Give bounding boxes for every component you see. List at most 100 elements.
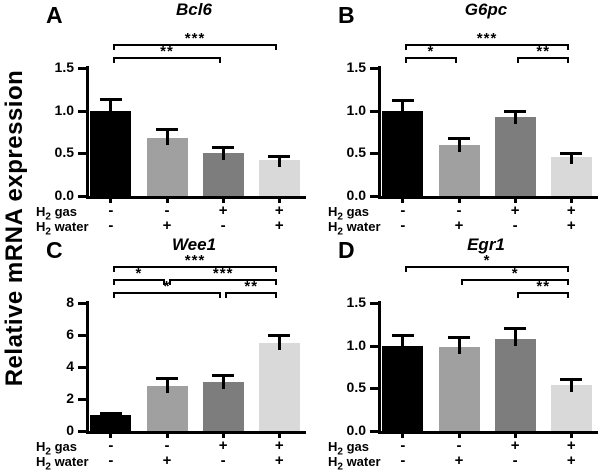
y-tick-label: 1.5 xyxy=(346,294,366,310)
significance-bracket: * xyxy=(404,253,570,272)
condition-row-label-post: gas xyxy=(342,204,369,219)
condition-sign: + xyxy=(218,202,228,219)
condition-sign: + xyxy=(566,437,576,454)
condition-sign: - xyxy=(512,217,518,234)
condition-sign: - xyxy=(108,452,114,469)
x-tick xyxy=(165,434,169,438)
condition-row-label-pre: H xyxy=(328,454,338,469)
significance-bracket: *** xyxy=(404,31,570,50)
condition-row-label: H2 water xyxy=(328,454,381,470)
x-tick xyxy=(569,199,573,203)
y-tick-label: 1.5 xyxy=(54,59,74,75)
panels-grid: A Bcl6 0.0 0.5 1.0 1.5 *** ** H2 gas - - + + H2 water… xyxy=(30,0,614,470)
x-tick xyxy=(401,199,405,203)
significance-label: *** xyxy=(184,252,206,269)
x-axis-line xyxy=(378,431,598,434)
y-tick xyxy=(78,366,86,369)
condition-row-label: H2 water xyxy=(36,219,89,238)
condition-sign: - xyxy=(164,202,170,219)
x-tick xyxy=(221,434,225,438)
significance-label: * xyxy=(427,43,435,60)
condition-row-label: H2 gas xyxy=(36,439,77,458)
condition-row-label-sub: 2 xyxy=(337,446,343,458)
x-tick xyxy=(221,199,225,203)
condition-row-label-sub: 2 xyxy=(337,211,343,223)
error-bar-stem xyxy=(221,375,225,390)
condition-sign: + xyxy=(274,437,284,454)
condition-sign: - xyxy=(512,452,518,469)
y-tick-label: 0.5 xyxy=(346,144,366,161)
bar xyxy=(202,382,244,431)
error-bar-stem xyxy=(165,378,169,394)
error-bar-cap xyxy=(268,154,291,158)
condition-row-label-sub: 2 xyxy=(337,461,343,470)
significance-bracket: * xyxy=(112,266,165,285)
y-tick-label: 6 xyxy=(66,326,74,342)
error-bar-stem xyxy=(569,378,573,392)
condition-row-label: H2 water xyxy=(328,219,381,238)
bar xyxy=(90,415,132,431)
x-tick xyxy=(513,199,517,203)
y-tick-label: 0.5 xyxy=(346,379,366,396)
significance-label: ** xyxy=(536,43,551,60)
condition-sign: + xyxy=(454,452,464,469)
condition-sign: - xyxy=(400,202,406,219)
y-axis-title: Relative mRNA expression xyxy=(1,69,28,387)
error-bar-cap xyxy=(212,374,235,377)
condition-row-label-pre: H xyxy=(328,439,338,454)
error-bar-stem xyxy=(401,334,405,353)
error-bar-stem xyxy=(401,100,405,118)
error-bar-stem xyxy=(109,412,113,422)
condition-sign: - xyxy=(108,437,114,454)
bar xyxy=(146,386,188,431)
error-bar-stem xyxy=(569,153,573,164)
panel-title: Egr1 xyxy=(467,235,505,254)
panel-letter: A xyxy=(46,2,63,28)
condition-sign: - xyxy=(456,437,462,454)
error-bar-cap xyxy=(448,136,470,140)
y-tick xyxy=(370,430,378,433)
error-bar-cap xyxy=(391,333,414,337)
significance-bracket: *** xyxy=(169,266,278,285)
y-axis-line xyxy=(86,301,89,434)
condition-sign: + xyxy=(566,452,576,469)
y-tick xyxy=(370,109,378,113)
condition-row-label: H2 gas xyxy=(328,204,369,223)
significance-bracket: *** xyxy=(112,31,278,50)
condition-sign: - xyxy=(400,437,406,454)
condition-row-label-pre: H xyxy=(36,204,46,219)
panel-a: A Bcl6 0.0 0.5 1.0 1.5 *** ** H2 gas - - + + H2 water… xyxy=(30,0,322,238)
y-tick-label: 8 xyxy=(66,294,74,310)
x-tick xyxy=(401,434,405,438)
y-tick-label: 0.5 xyxy=(54,144,74,161)
x-tick xyxy=(109,434,113,438)
panel-letter: D xyxy=(338,237,355,263)
bar xyxy=(494,338,536,431)
y-tick xyxy=(78,302,86,305)
y-tick xyxy=(78,152,86,156)
condition-row-label-post: gas xyxy=(50,204,77,219)
error-bar-cap xyxy=(560,377,583,381)
y-tick-label: 2 xyxy=(66,390,74,406)
significance-bracket: *** xyxy=(112,253,278,272)
condition-sign: + xyxy=(510,202,520,219)
y-tick xyxy=(78,430,86,433)
condition-row-label-sub: 2 xyxy=(45,211,51,223)
condition-sign: + xyxy=(162,217,172,234)
panel-d: D Egr1 0.0 0.5 1.0 1.5 * * ** H2 gas - - + + H2 water -… xyxy=(322,235,614,470)
significance-label: *** xyxy=(184,30,206,47)
y-tick-label: 1.0 xyxy=(346,101,366,118)
condition-sign: + xyxy=(566,217,576,234)
significance-label: * xyxy=(483,252,491,269)
y-tick xyxy=(78,67,86,70)
bar xyxy=(202,153,244,196)
error-bar-stem xyxy=(457,137,461,152)
y-axis-line xyxy=(378,301,381,434)
error-bar-cap xyxy=(560,152,583,156)
x-axis-line xyxy=(86,196,306,199)
condition-row-label-post: water xyxy=(50,454,89,469)
condition-sign: - xyxy=(400,452,406,469)
x-axis-line xyxy=(378,196,598,199)
condition-row-label-post: gas xyxy=(50,439,77,454)
